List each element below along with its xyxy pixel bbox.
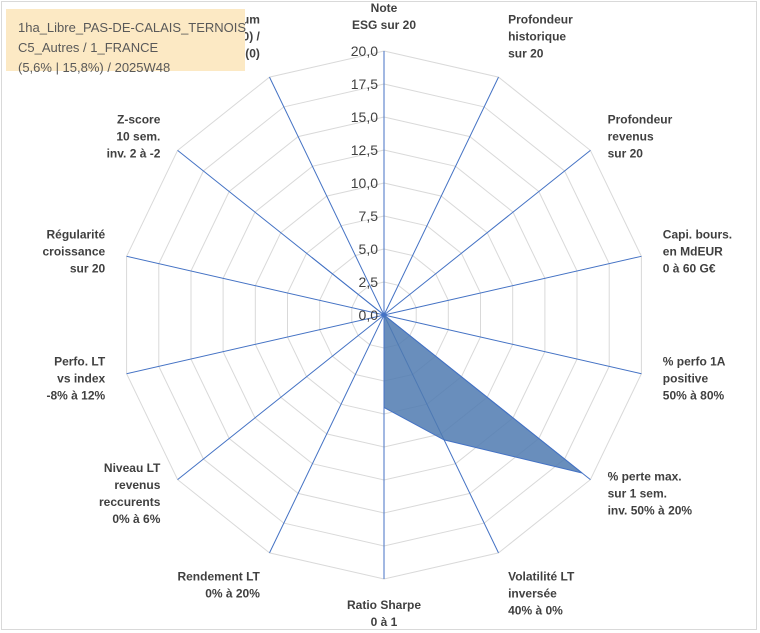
axis-spoke: [269, 314, 385, 554]
axis-label-line: Ratio Sharpe: [347, 598, 421, 612]
axis-label-line: Note: [371, 1, 398, 15]
axis-label-line: 0 à 60 G€: [663, 261, 716, 275]
axis-label-line: Régularité: [47, 227, 106, 241]
axis-label: Profondeur historique sur 20: [508, 12, 573, 60]
axis-label-line: -8% à 12%: [46, 389, 105, 403]
axis-spoke: [383, 314, 642, 375]
axis-label-line: historique: [508, 29, 566, 43]
axis-label: Niveau LT revenus reccurents 0% à 6%: [99, 461, 161, 526]
axis-label-line: 0% à 20%: [205, 587, 260, 601]
radar-tick-labels: 0,0 2,5 5,0 7,5 10,0 12,5 15,0 17,5 20,0: [351, 43, 378, 323]
axis-label-line: inv. 2 à -2: [107, 147, 161, 161]
axis-label-line: 50% à 80%: [663, 389, 725, 403]
axis-label-line: sur 20: [508, 46, 544, 60]
axis-label: Z-score 10 sem. inv. 2 à -2: [107, 113, 161, 161]
axis-label-line: % perte max.: [608, 469, 682, 483]
tick-label: 2,5: [359, 274, 379, 290]
axis-label: Note ESG sur 20: [352, 1, 416, 32]
radar-spokes: [126, 51, 642, 579]
axis-spoke: [383, 150, 591, 316]
axis-label-line: Niveau LT: [104, 461, 161, 475]
tick-label: 5,0: [359, 241, 379, 257]
tick-label: 12,5: [351, 142, 378, 158]
axis-label-line: Capi. bours.: [663, 227, 732, 241]
axis-label-line: Z-score: [117, 113, 161, 127]
tick-label: 15,0: [351, 109, 378, 125]
tick-label: 20,0: [351, 43, 378, 59]
axis-spoke: [126, 255, 385, 316]
axis-label-line: inv. 50% à 20%: [608, 503, 693, 517]
title-line-2: C5_Autres / 1_FRANCE: [18, 40, 159, 55]
axis-label: Ratio Sharpe 0 à 1: [347, 598, 421, 629]
axis-spoke: [383, 255, 642, 316]
axis-label-line: inversée: [508, 587, 557, 601]
axis-label-line: croissance: [42, 244, 105, 258]
axis-label-line: % perfo 1A: [663, 355, 726, 369]
axis-label-line: ESG sur 20: [352, 18, 416, 32]
tick-label: 0,0: [359, 307, 379, 323]
radar-series: [311, 257, 583, 474]
axis-label: Volatilité LT inversée 40% à 0%: [508, 570, 575, 618]
axis-label: Rendement LT 0% à 20%: [177, 570, 260, 601]
axis-label-line: Volatilité LT: [508, 570, 575, 584]
axis-label: Perfo. LT vs index -8% à 12%: [46, 355, 105, 403]
axis-label: % perte max. sur 1 sem. inv. 50% à 20%: [608, 469, 693, 517]
axis-label-line: revenus: [608, 130, 654, 144]
axis-label-line: 0 à 1: [371, 615, 398, 629]
axis-spoke: [126, 314, 385, 375]
axis-label-line: sur 20: [608, 147, 644, 161]
axis-spoke: [177, 314, 385, 480]
axis-label: Capi. bours. en MdEUR 0 à 60 G€: [663, 227, 732, 275]
axis-label-line: Perfo. LT: [54, 355, 106, 369]
axis-label-line: positive: [663, 372, 709, 386]
title-line-1: 1ha_Libre_PAS-DE-CALAIS_TERNOIS: [18, 20, 247, 35]
axis-label-line: 0% à 6%: [112, 512, 160, 526]
axis-label-line: sur 20: [70, 261, 106, 275]
axis-label-line: revenus: [114, 478, 160, 492]
tick-label: 17,5: [351, 76, 378, 92]
axis-label-line: reccurents: [99, 495, 161, 509]
axis-label-line: vs index: [57, 372, 105, 386]
title-line-3: (5,6% | 15,8%) / 2025W48: [18, 60, 171, 75]
axis-label: Profondeur revenus sur 20: [608, 113, 673, 161]
axis-label: Régularité croissance sur 20: [42, 227, 105, 275]
chart-title-box: 1ha_Libre_PAS-DE-CALAIS_TERNOIS C5_Autre…: [6, 9, 247, 75]
axis-label-line: sur 1 sem.: [608, 486, 667, 500]
axis-label-line: 40% à 0%: [508, 604, 563, 618]
axis-spoke: [269, 76, 385, 316]
axis-spoke: [383, 76, 499, 316]
axis-label-line: Profondeur: [508, 12, 573, 26]
axis-label-line: Profondeur: [608, 113, 673, 127]
axis-label: % perfo 1A positive 50% à 80%: [663, 355, 726, 403]
axis-label-line: Rendement LT: [177, 570, 260, 584]
tick-label: 7,5: [359, 208, 379, 224]
tick-label: 10,0: [351, 175, 378, 191]
axis-label-line: en MdEUR: [663, 244, 723, 258]
series-area: [311, 257, 583, 474]
radar-axis-labels: Note ESG sur 20 Profondeur historique sur 20…: [42, 1, 732, 629]
axis-label-line: 10 sem.: [116, 130, 160, 144]
